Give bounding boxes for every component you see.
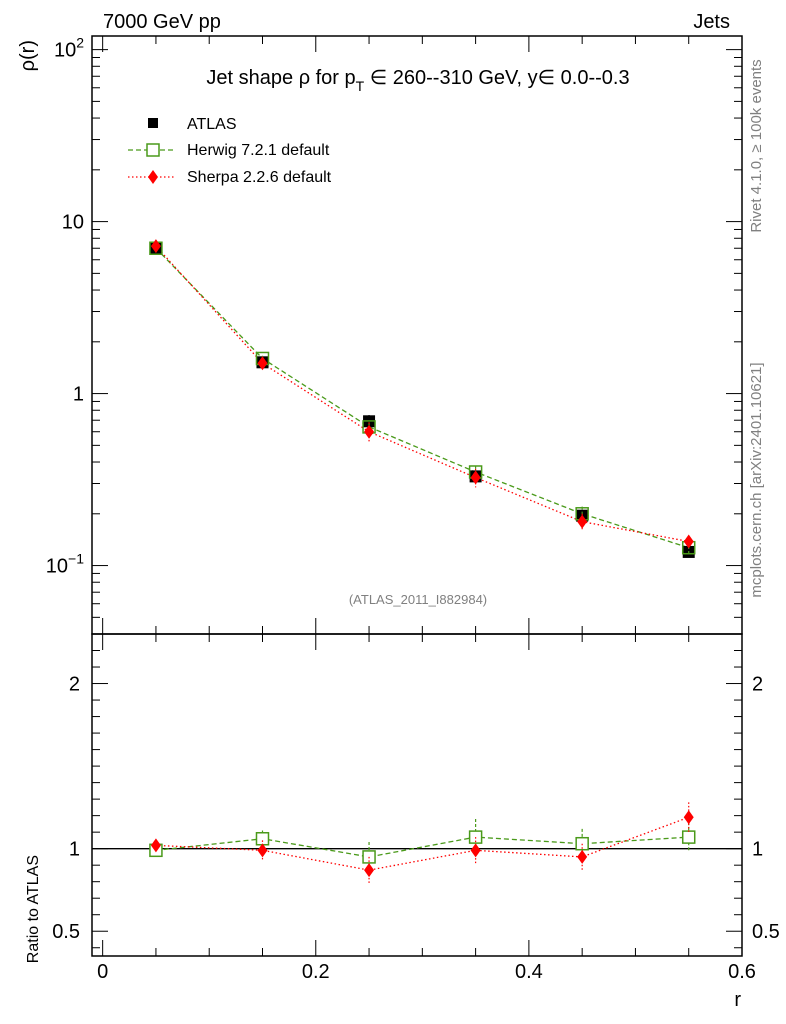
- analysis-id: (ATLAS_2011_I882984): [349, 592, 487, 607]
- ratio-line-sherpa: [155, 816, 689, 871]
- ratio-y-tick-label-left: 2: [69, 674, 80, 696]
- ratio-axis-ticks: 0.5 0.5 1 1 2 2 0 0.2 0.4 0.6: [52, 633, 780, 983]
- legend-entry-atlas: ATLAS: [148, 116, 237, 133]
- x-tick-label: 0.2: [302, 961, 330, 983]
- sherpa-point: [257, 356, 268, 371]
- ratio-point-herwig: [255, 832, 270, 846]
- legend-herwig-marker: [146, 143, 160, 157]
- sherpa-point: [470, 470, 481, 485]
- legend-atlas-label: ATLAS: [187, 116, 237, 133]
- ratio-y-tick-label-right: 0.5: [752, 921, 780, 943]
- legend-entry-herwig: Herwig 7.2.1 default: [128, 142, 330, 159]
- series-line-sherpa: [155, 245, 689, 543]
- legend-atlas-marker: [148, 118, 158, 128]
- x-tick-label: 0.6: [728, 961, 756, 983]
- ratio-point-sherpa: [150, 838, 161, 853]
- series-line-herwig: [155, 247, 689, 549]
- ratio-point-herwig: [681, 830, 696, 844]
- sherpa-point: [364, 424, 375, 439]
- rivet-version-label: Rivet 4.1.0, ≥ 100k events: [748, 59, 765, 232]
- x-tick-label: 0.4: [515, 961, 543, 983]
- y-tick-label: 10−1: [46, 551, 84, 578]
- ratio-y-axis-label: Ratio to ATLAS: [25, 855, 42, 963]
- ratio-point-sherpa: [470, 843, 481, 858]
- y-axis-label: ρ(r): [17, 40, 39, 71]
- ratio-point-sherpa: [364, 863, 375, 878]
- y-tick-label: 102: [54, 35, 84, 62]
- ratio-point-sherpa: [257, 843, 268, 858]
- main-data-layer: [149, 239, 696, 558]
- sherpa-point: [150, 239, 161, 254]
- energy-label: 7000 GeV pp: [103, 11, 221, 33]
- mcplots-label: mcplots.cern.ch [arXiv:2401.10621]: [748, 362, 765, 597]
- ratio-y-tick-label-left: 1: [69, 839, 80, 861]
- chart-title: Jet shape ρ for pT ∈ 260--310 GeV, y∈ 0.…: [206, 67, 629, 94]
- legend: ATLAS Herwig 7.2.1 default Sherpa 2.2.6 …: [128, 116, 332, 186]
- sherpa-point: [577, 514, 588, 529]
- ratio-y-tick-label-right: 1: [752, 839, 763, 861]
- ratio-data-layer: [149, 802, 696, 884]
- sherpa-point: [683, 534, 694, 549]
- ratio-y-tick-label-right: 2: [752, 674, 763, 696]
- legend-sherpa-label: Sherpa 2.2.6 default: [187, 169, 332, 186]
- ratio-plot-frame: [91, 633, 743, 957]
- legend-entry-sherpa: Sherpa 2.2.6 default: [128, 169, 332, 186]
- y-tick-label: 10: [62, 212, 84, 234]
- ratio-y-tick-label-left: 0.5: [52, 921, 80, 943]
- ratio-point-sherpa: [577, 849, 588, 864]
- ratio-line-herwig: [155, 836, 689, 858]
- x-tick-label: 0: [97, 961, 108, 983]
- legend-sherpa-marker: [148, 170, 158, 184]
- y-tick-label: 1: [73, 384, 84, 406]
- x-axis-label: r: [734, 989, 741, 1011]
- process-label: Jets: [693, 11, 730, 33]
- ratio-point-sherpa: [683, 810, 694, 825]
- legend-herwig-label: Herwig 7.2.1 default: [187, 142, 330, 159]
